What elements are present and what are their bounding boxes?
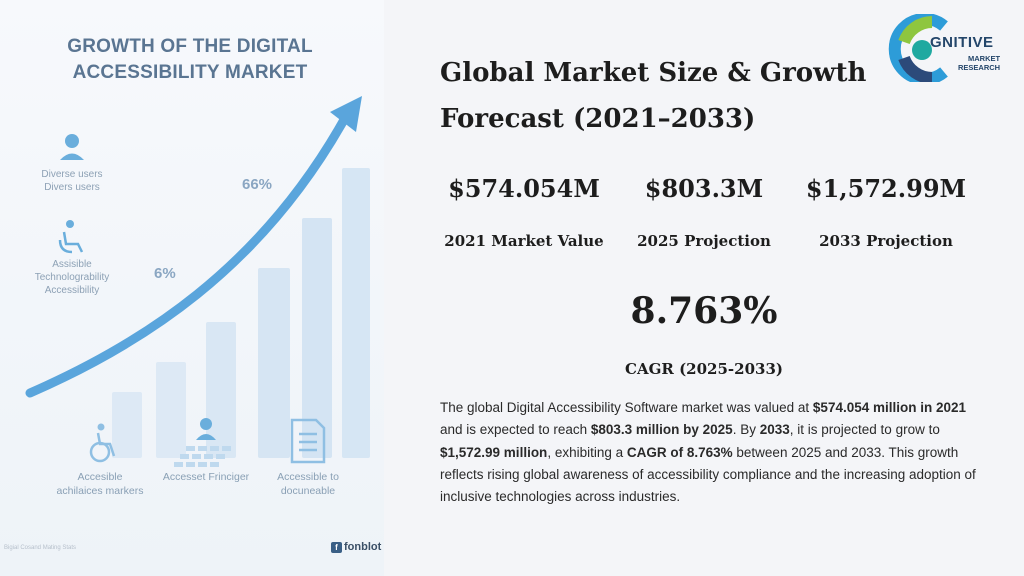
summary-highlight: 2033 — [759, 422, 790, 438]
infographic-panel: GROWTH OF THE DIGITAL ACCESSIBILITY MARK… — [0, 0, 384, 576]
bottom-item-label: Accesible achilaices markers — [56, 471, 144, 497]
stat-label-2025: 2025 Projection — [637, 232, 771, 250]
summary-text: between 2025 and 2033. This growth refle… — [440, 444, 976, 505]
infographic-footer-text: Bigial Cosand Mating Stats — [4, 545, 77, 551]
cagr-label: CAGR (2025-2033) — [625, 360, 783, 378]
summary-highlight: $574.054 million in 2021 — [812, 400, 967, 415]
summary-highlight: CAGR of 8.763% — [626, 444, 733, 460]
logo-sub-line: MARKET — [968, 54, 1001, 63]
chart-bar — [112, 392, 142, 458]
logo-mark-icon — [888, 14, 948, 82]
bottom-item-label: Accessible to docuneable — [277, 471, 339, 497]
summary-paragraph: The global Digital Accessibility Softwar… — [440, 397, 980, 508]
wheelchair-icon — [89, 423, 116, 463]
logo-sub-line: RESEARCH — [958, 63, 1001, 72]
stat-label-2021: 2021 Market Value — [444, 232, 604, 250]
summary-text: , exhibiting a — [547, 444, 627, 460]
chart-bar — [156, 362, 186, 458]
chart-bar — [258, 268, 290, 458]
logo-wordmark: GNITIVE — [930, 34, 994, 51]
user-grid-icon — [174, 418, 231, 467]
summary-highlight: $803.3 million by 2025 — [590, 422, 733, 438]
bottom-item-document: Accessible to docuneable — [248, 466, 368, 498]
chart-bar — [302, 218, 332, 458]
summary-text: . By — [732, 422, 760, 438]
stat-value-2025: $803.3M — [644, 174, 764, 203]
chart-bar — [206, 322, 236, 458]
arrow-head — [330, 96, 362, 132]
logo-subtitle: MARKET RESEARCH — [958, 54, 1000, 72]
user-icon — [60, 134, 84, 160]
summary-highlight: $1,572.99 million — [440, 444, 548, 460]
stat-label-2033: 2033 Projection — [819, 232, 953, 250]
growth-arrow — [25, 113, 350, 398]
document-icon — [290, 418, 326, 464]
wheelchair-user-icon — [58, 220, 84, 254]
infographic-footer-brand: f fonblot — [331, 541, 381, 553]
bottom-item-accesset: Accesset Frinciger — [146, 466, 266, 484]
infographic-title: GROWTH OF THE DIGITAL ACCESSIBILITY MARK… — [67, 36, 313, 83]
side-item-assistive: Assisible Technologrability Accessibilit… — [17, 258, 127, 297]
percent-label-high: 66% — [242, 176, 273, 193]
bottom-item-label: Accesset Frinciger — [162, 471, 250, 483]
growth-chart — [25, 96, 370, 467]
bottom-item-accessible-markers: Accesible achilaices markers — [40, 466, 160, 498]
brand-logo-icon: f — [331, 541, 342, 553]
brand-name: fonblot — [344, 541, 382, 553]
summary-text: and is expected to reach — [440, 422, 591, 438]
cagr-value: 8.763% — [630, 290, 778, 332]
side-item-label: Diverse users Divers users — [41, 169, 103, 193]
side-item-diverse-users: Diverse users Divers users — [17, 168, 127, 194]
summary-text: , it is projected to grow to — [789, 422, 940, 438]
page-title: Global Market Size & Growth Forecast (20… — [440, 58, 867, 134]
chart-bar — [342, 168, 370, 458]
percent-label-low: 6% — [154, 265, 176, 282]
stat-value-2033: $1,572.99M — [805, 174, 967, 203]
side-item-label: Assisible Technologrability Accessibilit… — [34, 259, 110, 296]
stat-value-2021: $574.054M — [448, 174, 600, 203]
summary-text: The global Digital Accessibility Softwar… — [440, 400, 813, 415]
